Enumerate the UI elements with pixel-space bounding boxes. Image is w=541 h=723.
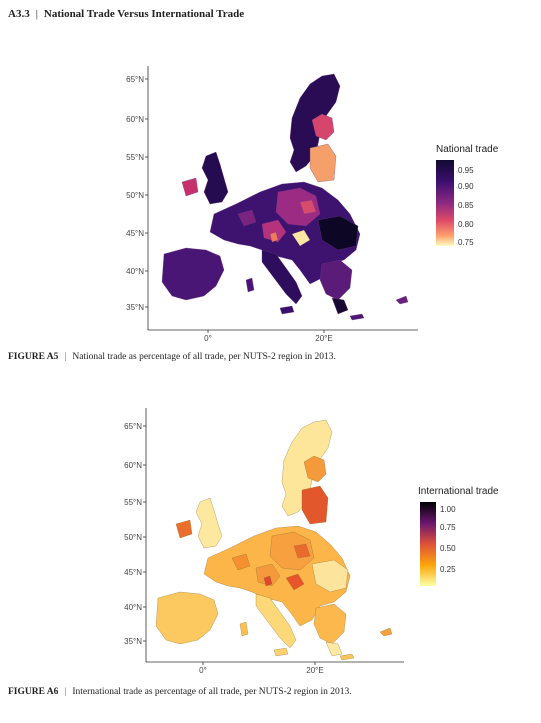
y-tick-label: 55°N: [126, 153, 144, 162]
figure-caption: National trade as percentage of all trad…: [72, 352, 336, 362]
uk-region: [201, 151, 229, 205]
y-tick-label: 40°N: [126, 267, 144, 276]
legend-tick: 0.50: [440, 544, 456, 553]
y-tick-label: 60°N: [124, 461, 142, 470]
romania-region: [317, 215, 359, 251]
sicily-region: [279, 305, 295, 315]
europe-map: [155, 419, 393, 661]
section-header: A3.3 | National Trade Versus International…: [8, 8, 245, 20]
region-patch: [263, 575, 273, 587]
balkans-region: [319, 259, 353, 301]
baltic-region: [309, 143, 337, 183]
legend-tick: 0.80: [458, 220, 474, 229]
x-tick-label: 20°E: [306, 666, 323, 675]
caption-a5: FIGURE A5 | National trade as percentage o…: [8, 352, 336, 362]
poland-region: [275, 187, 321, 227]
legend-tick: 0.75: [440, 523, 456, 532]
crete-region: [349, 313, 365, 321]
y-tick-labels: 65°N 60°N 55°N 50°N 45°N 40°N 35°N: [124, 422, 142, 646]
finland-region: [303, 455, 327, 483]
x-tick-label: 20°E: [315, 334, 332, 343]
y-tick-labels: 65°N 60°N 55°N 50°N 45°N 40°N 35°N: [126, 75, 144, 312]
iberia-region: [155, 591, 219, 645]
ireland-region: [181, 177, 199, 197]
hungary-region: [291, 229, 311, 247]
x-tick-label: 0°: [204, 334, 212, 343]
y-tick-label: 40°N: [124, 603, 142, 612]
region-patch: [299, 199, 317, 215]
figure-label: FIGURE A6: [8, 687, 59, 697]
italy-region: [255, 593, 297, 649]
x-tick-label: 0°: [199, 666, 207, 675]
y-tick-label: 50°N: [124, 533, 142, 542]
baltic-region: [301, 485, 329, 525]
figure-a5: 65°N 60°N 55°N 50°N 45°N 40°N 35°N 0° 20…: [0, 64, 541, 354]
legend-tick: 0.90: [458, 182, 474, 191]
figure-caption: International trade as percentage of all…: [72, 687, 352, 697]
y-tick-label: 50°N: [126, 191, 144, 200]
uk-region: [195, 497, 223, 549]
international-trade-map: 65°N 60°N 55°N 50°N 45°N 40°N 35°N 0° 20…: [124, 408, 499, 675]
cyprus-region: [395, 295, 409, 305]
y-tick-label: 35°N: [124, 637, 142, 646]
sardinia-region: [239, 621, 249, 637]
cyprus-region: [379, 627, 393, 637]
legend-tick: 0.85: [458, 201, 474, 210]
y-tick-label: 65°N: [126, 75, 144, 84]
y-ticks: [145, 78, 148, 308]
y-tick-label: 35°N: [126, 303, 144, 312]
legend-colorbar: [420, 502, 436, 586]
italy-region: [261, 249, 303, 305]
ireland-region: [175, 519, 193, 539]
y-tick-label: 55°N: [124, 498, 142, 507]
crete-region: [339, 653, 355, 661]
sicily-region: [273, 647, 289, 657]
section-title: National Trade Versus International Trad…: [43, 8, 245, 20]
figure-label: FIGURE A5: [8, 352, 59, 362]
y-tick-label: 45°N: [124, 568, 142, 577]
austria-region: [261, 219, 287, 243]
x-tick-labels: 0° 20°E: [199, 666, 324, 675]
section-number: A3.3: [8, 8, 30, 20]
y-tick-label: 45°N: [126, 229, 144, 238]
legend-tick: 0.75: [458, 238, 474, 247]
caption-a6: FIGURE A6 | International trade as percent…: [8, 687, 352, 697]
finland-region: [311, 113, 335, 141]
legend-title: National trade: [436, 144, 499, 155]
region-patch: [269, 231, 279, 243]
legend-colorbar: [436, 160, 454, 246]
poland-region: [269, 531, 315, 571]
y-tick-label: 60°N: [126, 115, 144, 124]
austria-region: [255, 563, 281, 587]
region-patch: [231, 553, 251, 571]
europe-map: [161, 73, 409, 321]
iberia-region: [161, 247, 225, 301]
greece-south-region: [325, 641, 343, 657]
sardinia-region: [245, 277, 255, 293]
legend: International trade 1.00 0.75 0.50 0.25: [418, 486, 499, 586]
balkans-region: [313, 603, 347, 645]
x-tick-labels: 0° 20°E: [204, 334, 333, 343]
region-patch: [237, 209, 257, 227]
legend-tick: 0.25: [440, 565, 456, 574]
region-patch: [293, 543, 311, 559]
hungary-region: [285, 573, 305, 591]
y-tick-label: 65°N: [124, 422, 142, 431]
romania-region: [311, 559, 349, 593]
greece-south-region: [331, 297, 349, 315]
figure-a6: 65°N 60°N 55°N 50°N 45°N 40°N 35°N 0° 20…: [0, 406, 541, 683]
legend-tick: 0.95: [458, 166, 474, 175]
legend-tick: 1.00: [440, 505, 456, 514]
legend: National trade 0.95 0.90 0.85 0.80 0.75: [436, 144, 499, 247]
national-trade-map: 65°N 60°N 55°N 50°N 45°N 40°N 35°N 0° 20…: [126, 66, 499, 343]
legend-title: International trade: [418, 486, 499, 497]
